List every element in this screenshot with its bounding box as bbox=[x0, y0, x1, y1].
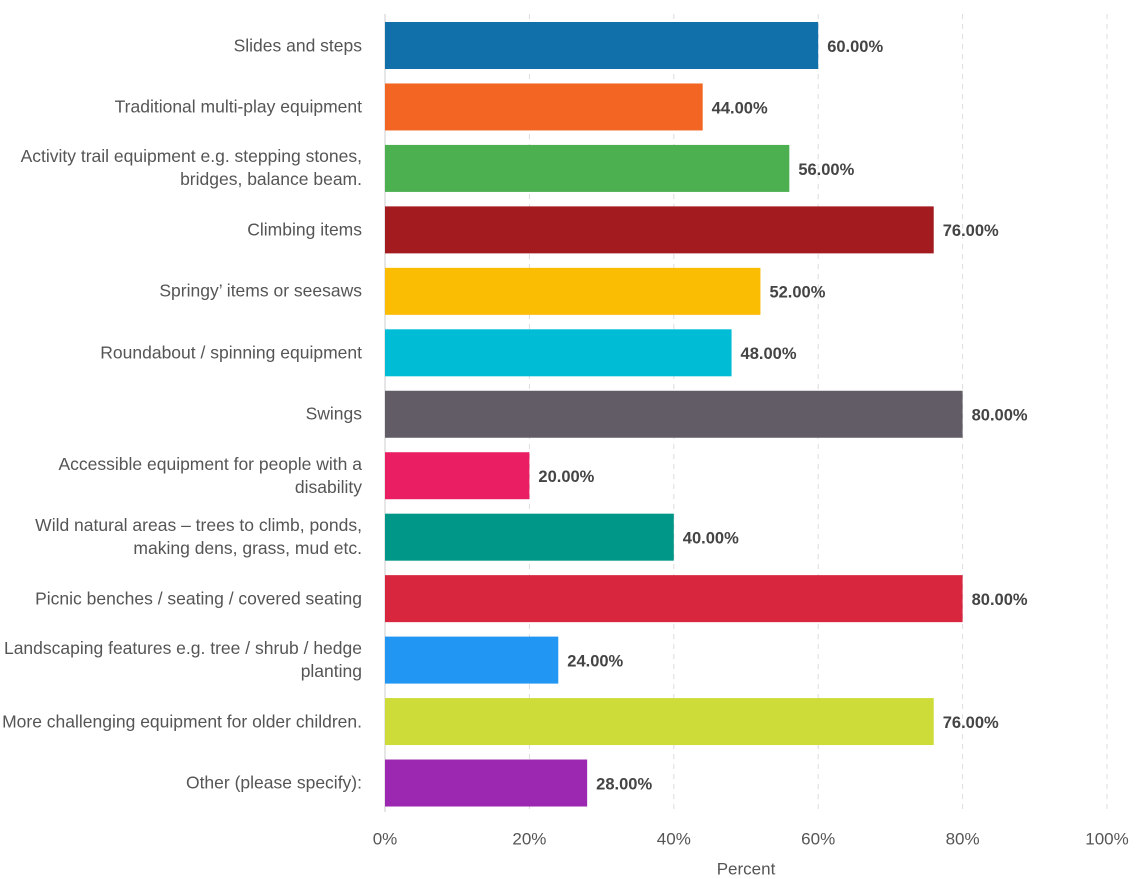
value-label: 80.00% bbox=[972, 591, 1028, 609]
bar bbox=[385, 452, 530, 500]
bar bbox=[385, 22, 819, 69]
value-label: 28.00% bbox=[596, 775, 652, 793]
bar bbox=[385, 698, 934, 746]
value-label: 76.00% bbox=[943, 222, 999, 240]
category-label: Other (please specify): bbox=[185, 772, 362, 793]
value-label: 40.00% bbox=[683, 530, 739, 548]
category-label: Activity trail equipment e.g. stepping s… bbox=[20, 146, 362, 190]
value-label: 44.00% bbox=[712, 99, 768, 117]
x-axis-label: Percent bbox=[717, 859, 776, 878]
category-label: Slides and steps bbox=[233, 35, 362, 55]
x-tick-label: 0% bbox=[373, 829, 398, 848]
value-label: 60.00% bbox=[827, 38, 883, 56]
bar bbox=[385, 759, 588, 807]
bar bbox=[385, 206, 934, 254]
bar bbox=[385, 329, 732, 377]
value-label: 24.00% bbox=[567, 652, 623, 670]
bar bbox=[385, 144, 790, 192]
value-label: 56.00% bbox=[798, 161, 854, 179]
value-label: 20.00% bbox=[538, 468, 594, 486]
category-label: Swings bbox=[305, 403, 362, 424]
bar bbox=[385, 575, 963, 623]
category-label: Wild natural areas – trees to climb, pon… bbox=[35, 515, 362, 559]
x-tick-label: 20% bbox=[512, 829, 546, 848]
value-label: 76.00% bbox=[943, 714, 999, 732]
value-label: 80.00% bbox=[972, 407, 1028, 425]
x-tick-label: 80% bbox=[946, 829, 980, 848]
category-label: Springy’ items or seesaws bbox=[159, 280, 362, 301]
value-label: 48.00% bbox=[741, 345, 797, 363]
category-label: Roundabout / spinning equipment bbox=[100, 342, 362, 363]
bar bbox=[385, 390, 963, 438]
bar bbox=[385, 513, 674, 561]
category-label: More challenging equipment for older chi… bbox=[2, 711, 362, 732]
bar bbox=[385, 636, 559, 684]
category-label: Traditional multi-play equipment bbox=[114, 96, 362, 117]
category-label: Climbing items bbox=[247, 219, 362, 240]
category-label: Landscaping features e.g. tree / shrub /… bbox=[3, 638, 362, 682]
x-tick-label: 40% bbox=[657, 829, 691, 848]
category-label: Accessible equipment for people with a d… bbox=[58, 453, 362, 497]
bar bbox=[385, 83, 703, 131]
x-tick-label: 100% bbox=[1085, 829, 1128, 848]
bar bbox=[385, 267, 761, 315]
category-label: Picnic benches / seating / covered seati… bbox=[35, 588, 362, 609]
value-label: 52.00% bbox=[769, 284, 825, 302]
x-tick-label: 60% bbox=[801, 829, 835, 848]
